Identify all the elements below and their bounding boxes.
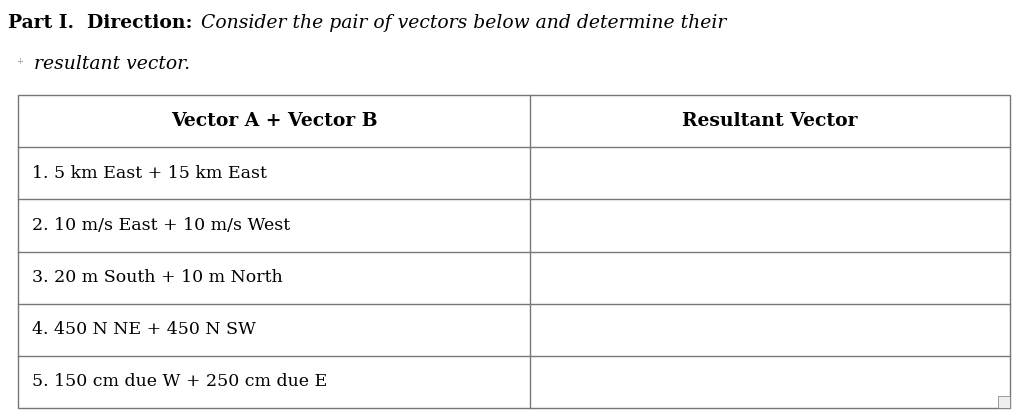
Bar [998,396,1010,408]
Bar [18,95,1010,408]
Text: 4. 450 N NE + 450 N SW: 4. 450 N NE + 450 N SW [32,321,255,338]
Text: 5. 150 cm due W + 250 cm due E: 5. 150 cm due W + 250 cm due E [32,373,327,391]
Text: 3. 20 m South + 10 m North: 3. 20 m South + 10 m North [32,269,283,286]
Text: Part I.  Direction:: Part I. Direction: [8,14,193,32]
Text: Consider the pair of vectors below and determine their: Consider the pair of vectors below and d… [195,14,726,32]
Text: Vector A + Vector B: Vector A + Vector B [170,112,378,130]
Text: 1. 5 km East + 15 km East: 1. 5 km East + 15 km East [32,165,267,182]
Text: +: + [16,57,23,66]
Text: resultant vector.: resultant vector. [34,55,190,73]
Text: 2. 10 m/s East + 10 m/s West: 2. 10 m/s East + 10 m/s West [32,217,290,234]
Text: Resultant Vector: Resultant Vector [682,112,858,130]
